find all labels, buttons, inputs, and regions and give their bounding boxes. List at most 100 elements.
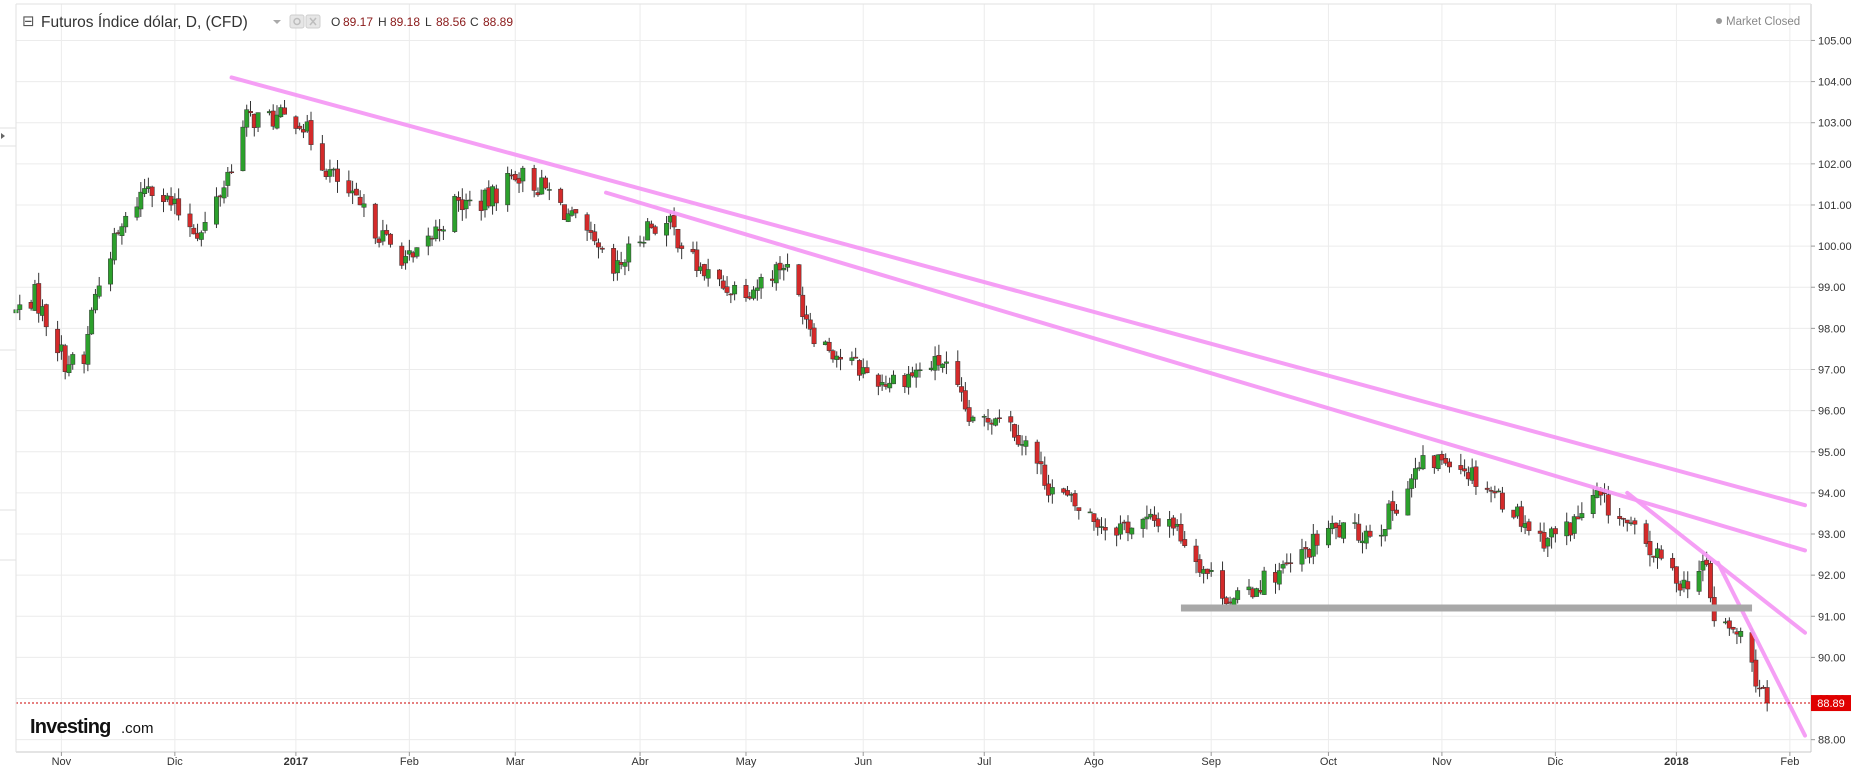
candle-body-up <box>981 416 987 418</box>
candle <box>679 242 685 260</box>
x-tick-label: 2017 <box>284 756 308 768</box>
candle-body-up <box>1420 455 1426 470</box>
candle-body-down <box>346 180 352 194</box>
candle <box>1386 500 1392 530</box>
candle <box>1178 513 1184 544</box>
candle-body-up <box>622 262 628 267</box>
candle-body-up <box>403 256 409 264</box>
candle <box>599 246 605 253</box>
y-tick-label: 104.00 <box>1818 77 1852 89</box>
candle <box>1363 525 1369 550</box>
candle <box>403 250 409 270</box>
candle-body-up <box>17 304 23 310</box>
candle-body-up <box>785 264 791 268</box>
candle-body-up <box>1129 527 1135 535</box>
candle <box>1325 520 1331 548</box>
x-tick-label: May <box>736 756 757 768</box>
settings-icon[interactable] <box>289 14 305 29</box>
drawings[interactable] <box>229 75 1807 738</box>
expand-arrow-icon[interactable] <box>1 133 5 139</box>
candle <box>1038 451 1044 475</box>
candle-body-down <box>1499 492 1505 510</box>
candle <box>1314 530 1320 555</box>
candle <box>493 184 499 211</box>
candle-body-up <box>664 223 669 236</box>
x-tick-label: Mar <box>506 756 525 768</box>
candle-body-up <box>221 187 227 199</box>
candle-body-up <box>1235 590 1241 600</box>
candle-body-up <box>1386 503 1392 530</box>
axes <box>15 3 1812 753</box>
candle <box>1700 553 1706 582</box>
trendline-long-a[interactable] <box>229 75 1807 508</box>
candle-body-up <box>119 226 125 236</box>
y-tick-label: 100.00 <box>1818 241 1852 253</box>
candle <box>1155 512 1161 533</box>
candle <box>962 382 968 412</box>
candle-body-up <box>1409 478 1415 489</box>
candle <box>785 253 791 272</box>
candle-body-down <box>1670 557 1676 569</box>
candle-body-down <box>853 356 859 359</box>
collapse-legend-icon[interactable]: ⊟ <box>22 12 35 30</box>
candle-body-up <box>751 289 756 299</box>
candle-body-down <box>1552 528 1558 535</box>
close-icon[interactable] <box>305 14 321 29</box>
x-tick-label: Abr <box>632 756 649 768</box>
candle-body-down <box>1102 527 1108 531</box>
candle-body-up <box>1412 468 1418 480</box>
candle-body-up <box>138 191 144 210</box>
candle-body-down <box>720 280 726 289</box>
candle-body-down <box>399 245 405 266</box>
instrument-title: Futuros Índice dólar, D, (CFD) <box>41 14 248 31</box>
candle <box>1170 515 1176 536</box>
candle-body-up <box>641 242 647 244</box>
candle-body-up <box>758 277 764 289</box>
candle <box>1643 519 1649 548</box>
ohlc-high-value: 89.18 <box>390 15 420 29</box>
candle-body-up <box>1405 488 1411 516</box>
candle <box>993 417 999 427</box>
candle <box>1352 513 1358 529</box>
candle-body-up <box>1261 570 1267 595</box>
candle <box>1197 554 1203 577</box>
trendline-steep-b[interactable] <box>1716 560 1807 738</box>
dropdown-caret-icon[interactable] <box>273 20 281 24</box>
candle-body-down <box>728 293 734 296</box>
candle-body-down <box>319 143 325 171</box>
candle-body-down <box>811 327 817 345</box>
candle-body-up <box>452 196 458 232</box>
candle <box>66 355 72 377</box>
candle <box>297 122 303 131</box>
candle <box>425 227 431 256</box>
candle-body-up <box>1363 530 1369 544</box>
candle-body-down <box>36 283 42 314</box>
candle-body-up <box>546 189 552 191</box>
candle <box>89 307 95 335</box>
candle <box>440 225 446 241</box>
candle <box>1065 485 1070 497</box>
candle-body-up <box>1590 495 1596 514</box>
ohlc-open-label: O <box>331 15 340 29</box>
candle-body-down <box>384 230 390 235</box>
candle <box>85 326 91 372</box>
x-tick-label: Feb <box>1780 756 1799 768</box>
candle-body-down <box>1367 530 1373 537</box>
candle-body-down <box>1704 559 1710 565</box>
candle <box>1462 459 1468 477</box>
candle <box>1390 490 1396 521</box>
candle <box>985 408 991 431</box>
candle <box>505 166 511 212</box>
y-tick-label: 93.00 <box>1818 529 1846 541</box>
candle-body-down <box>800 294 806 318</box>
candle <box>372 202 378 245</box>
candle-body-down <box>743 285 749 298</box>
trendline-long-b[interactable] <box>604 190 1807 553</box>
candle <box>917 362 923 378</box>
candle <box>1367 524 1373 538</box>
candle-body-up <box>244 109 250 128</box>
candle-body-down <box>1647 541 1653 556</box>
candle-body-down <box>1091 513 1097 522</box>
x-axis-labels: Nov Dic 2017 Feb Mar Abr May Jun Jul Ago Sep Oct Nov… <box>52 752 1799 768</box>
